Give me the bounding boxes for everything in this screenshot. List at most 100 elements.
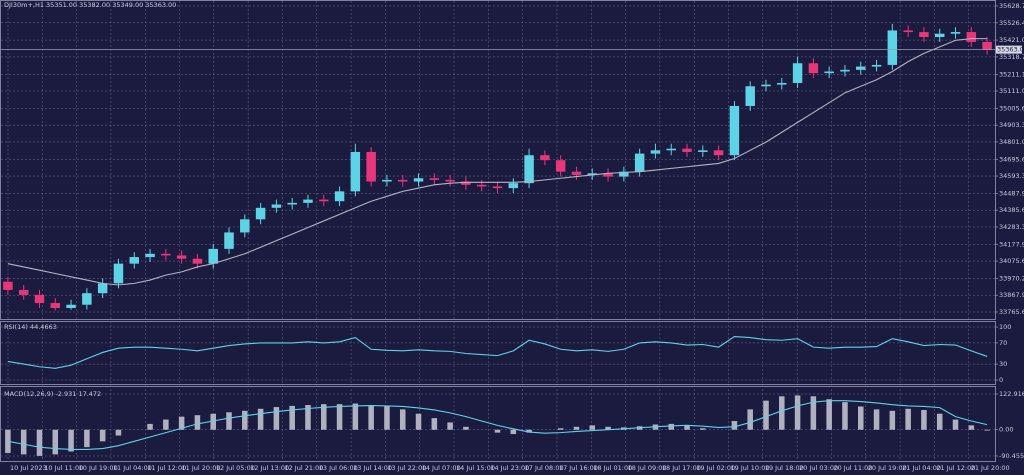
candle-body bbox=[461, 181, 471, 185]
y-tick-label: 0.00 bbox=[999, 426, 1013, 434]
y-tick-label: 70 bbox=[999, 339, 1007, 347]
y-tick-label: 34593.30 bbox=[999, 172, 1024, 180]
candle-body bbox=[603, 173, 613, 177]
x-tick-label: 20 Jul 03:00 bbox=[799, 464, 838, 472]
y-tick-label: 30 bbox=[999, 360, 1007, 368]
x-tick-label: 12 Jul 05:00 bbox=[216, 464, 255, 472]
candle-body bbox=[745, 86, 755, 106]
x-tick-label: 13 Jul 22:00 bbox=[387, 464, 426, 472]
y-tick-label: 33867.90 bbox=[999, 291, 1024, 299]
x-tick-label: 14 Jul 07:00 bbox=[422, 464, 461, 472]
x-tick-label: 18 Jul 17:00 bbox=[662, 464, 701, 472]
price-panel-frame bbox=[0, 0, 996, 320]
y-tick-label: 33970.20 bbox=[999, 274, 1024, 282]
candle-body bbox=[445, 179, 455, 182]
x-tick-label: 17 Jul 08:00 bbox=[525, 464, 564, 472]
candle-body bbox=[113, 263, 124, 284]
candle-body bbox=[18, 289, 29, 295]
candle-body bbox=[334, 191, 345, 202]
x-tick-label: 19 Jul 18:00 bbox=[765, 464, 804, 472]
x-tick-label: 13 Jul 06:00 bbox=[319, 464, 358, 472]
candle-body bbox=[761, 84, 771, 87]
candle-body bbox=[350, 151, 361, 192]
y-tick-label: 34075.60 bbox=[999, 257, 1024, 265]
y-tick-label: 34695.60 bbox=[999, 155, 1024, 163]
candle-body bbox=[382, 179, 392, 182]
candle-body bbox=[176, 255, 187, 259]
candle-body bbox=[319, 199, 329, 202]
rsi-panel-frame bbox=[0, 321, 996, 385]
y-tick-label: 122.916 bbox=[999, 390, 1024, 398]
candle-body bbox=[492, 186, 503, 189]
candle-body bbox=[950, 32, 961, 34]
y-tick-label: 35005.60 bbox=[999, 104, 1024, 112]
x-tick-label: 11 Jul 12:00 bbox=[147, 464, 186, 472]
candle-body bbox=[666, 148, 676, 151]
x-tick-label: 19 Jul 10:00 bbox=[731, 464, 770, 472]
candle-body bbox=[650, 150, 661, 154]
x-tick-label: 21 Jul 20:00 bbox=[971, 464, 1010, 472]
candle-body bbox=[634, 153, 645, 172]
y-tick-label: 34177.90 bbox=[999, 240, 1024, 248]
candle-body bbox=[476, 184, 487, 187]
candle-body bbox=[840, 69, 850, 72]
panel-title: DJI30m+,H1 35351.00 35382.00 35349.00 35… bbox=[4, 1, 176, 9]
candle-body bbox=[192, 258, 203, 264]
panel-title: MACD(12,26,9) -2.931 17.472 bbox=[4, 390, 101, 398]
y-tick-label: 35211.10 bbox=[999, 71, 1024, 79]
x-tick-label: 11 Jul 20:00 bbox=[182, 464, 221, 472]
x-tick-label: 10 Jul 11:00 bbox=[44, 464, 83, 472]
y-tick-label: 34385.60 bbox=[999, 206, 1024, 214]
rsi-line bbox=[7, 335, 988, 369]
y-tick-label: 35421.00 bbox=[999, 36, 1024, 44]
y-tick-label: -90.455 bbox=[999, 452, 1024, 460]
candle-body bbox=[66, 304, 76, 308]
candle-body bbox=[82, 293, 92, 305]
x-tick-label: 12 Jul 13:00 bbox=[250, 464, 289, 472]
candle-body bbox=[792, 63, 803, 83]
candle-body bbox=[34, 294, 45, 304]
last-price-box bbox=[996, 45, 1022, 54]
x-tick-label: 17 Jul 16:00 bbox=[559, 464, 598, 472]
candle-body bbox=[287, 202, 297, 205]
candle-body bbox=[619, 171, 629, 177]
candle-body bbox=[887, 30, 898, 65]
y-tick-label: 100 bbox=[999, 323, 1011, 331]
candle-body bbox=[255, 207, 266, 220]
y-tick-label: 34801.00 bbox=[999, 138, 1024, 146]
candle-body bbox=[524, 155, 534, 184]
y-tick-label: 35111.00 bbox=[999, 87, 1024, 95]
candle-body bbox=[240, 219, 250, 233]
candle-body bbox=[398, 179, 408, 182]
candle-body bbox=[713, 150, 724, 156]
candle-body bbox=[555, 160, 566, 172]
candle-body bbox=[777, 82, 787, 85]
x-tick-label: 21 Jul 04:00 bbox=[902, 464, 941, 472]
candle-body bbox=[413, 178, 424, 182]
candle-body bbox=[129, 257, 139, 264]
x-tick-label: 14 Jul 23:00 bbox=[490, 464, 529, 472]
candle-body bbox=[698, 150, 708, 152]
candle-body bbox=[429, 178, 440, 180]
candle-body bbox=[903, 30, 913, 33]
moving-average-line bbox=[7, 38, 988, 286]
x-tick-label: 20 Jul 11:00 bbox=[833, 464, 872, 472]
panel-title: RSI(14) 44.4663 bbox=[4, 323, 57, 331]
y-tick-label: 0 bbox=[999, 376, 1003, 384]
x-tick-label: 18 Jul 01:00 bbox=[593, 464, 632, 472]
candle-body bbox=[934, 33, 945, 37]
candle-body bbox=[3, 281, 13, 290]
candle-body bbox=[224, 232, 234, 249]
y-tick-label: 35628.70 bbox=[999, 2, 1024, 10]
last-price-label: 35363.00 bbox=[997, 46, 1024, 54]
y-tick-label: 35526.40 bbox=[999, 19, 1024, 27]
candle-body bbox=[271, 204, 282, 208]
candle-body bbox=[824, 71, 834, 74]
x-tick-label: 11 Jul 04:00 bbox=[113, 464, 152, 472]
candle-body bbox=[871, 64, 882, 67]
macd-panel-frame bbox=[0, 386, 996, 462]
y-tick-label: 34283.30 bbox=[999, 223, 1024, 231]
candle-body bbox=[366, 151, 376, 182]
